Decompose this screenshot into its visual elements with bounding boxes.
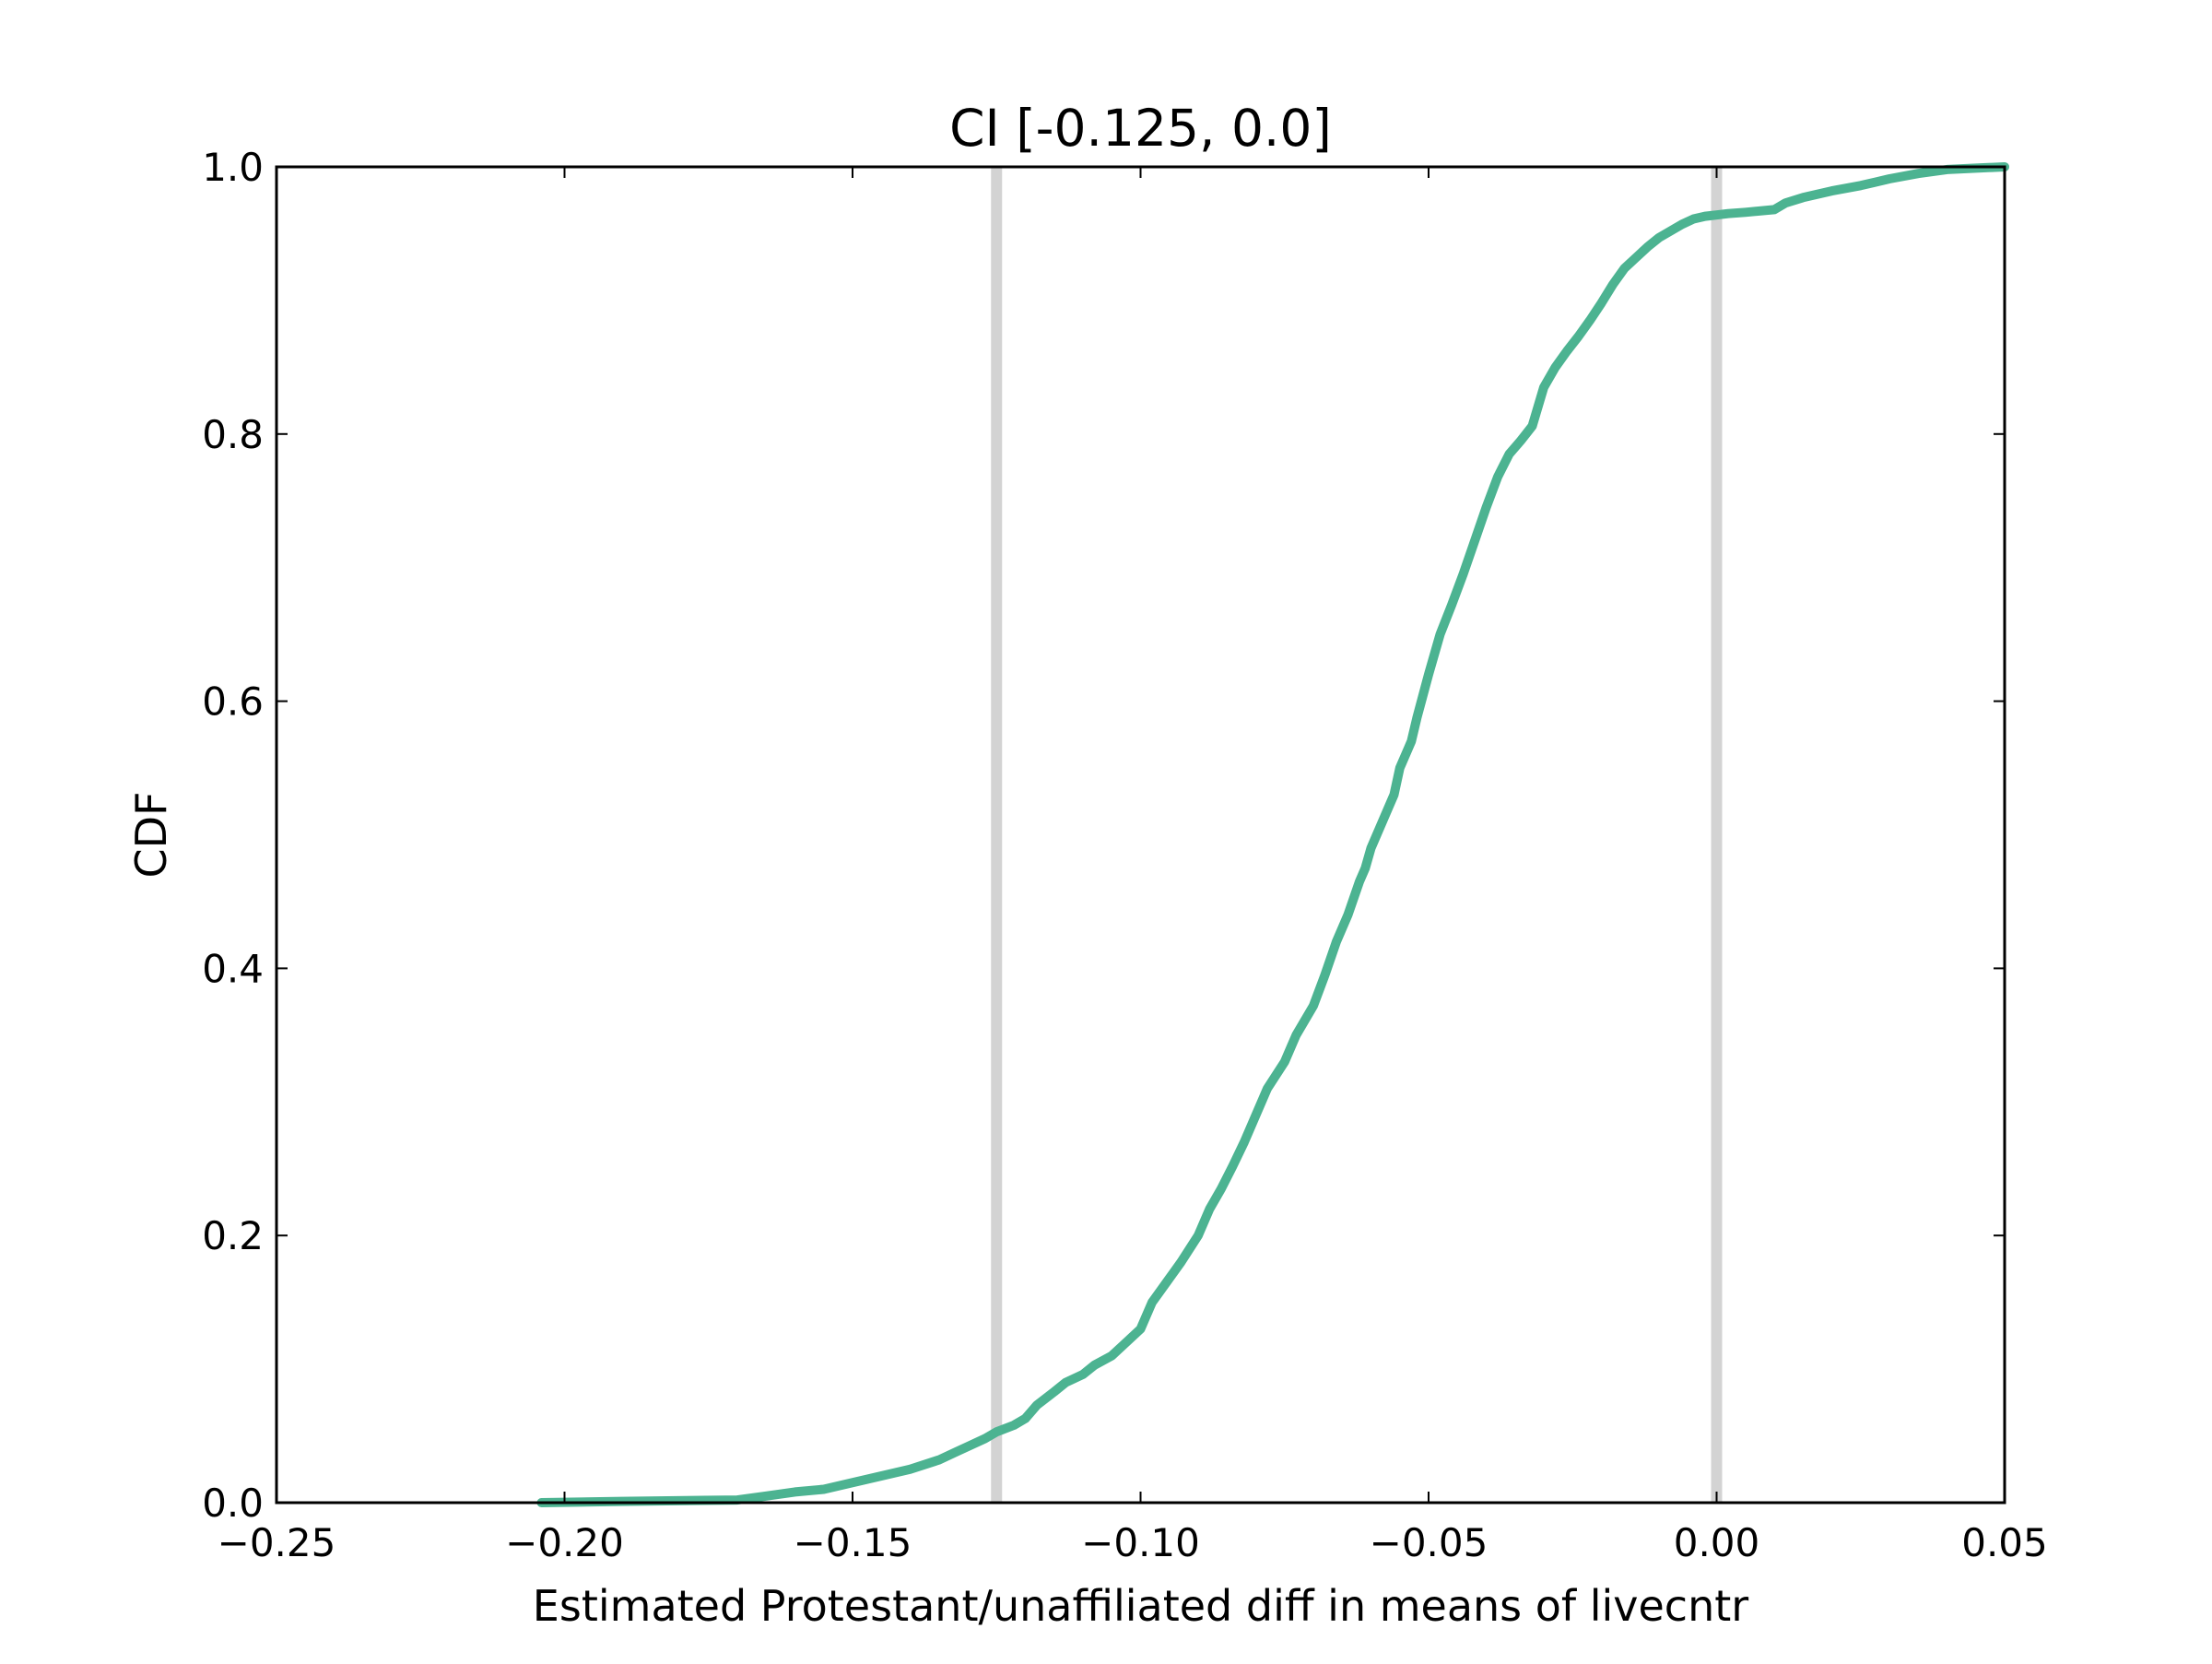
y-tick-label: 0.4 — [202, 946, 264, 991]
y-tick-label: 0.2 — [202, 1213, 264, 1258]
y-tick-label: 0.0 — [202, 1481, 264, 1526]
x-tick-label: −0.10 — [1081, 1520, 1200, 1565]
y-tick-label: 0.6 — [202, 679, 264, 725]
plot-frame — [275, 165, 2006, 1505]
x-axis-label: Estimated Protestant/unaffiliated diff i… — [533, 1581, 1748, 1631]
y-tick-label: 1.0 — [202, 145, 264, 190]
y-tick-label: 0.8 — [202, 412, 264, 457]
y-axis-label: CDF — [126, 792, 176, 879]
chart-title: CI [-0.125, 0.0] — [949, 99, 1332, 158]
x-tick-label: 0.00 — [1674, 1520, 1760, 1565]
x-tick-label: −0.15 — [794, 1520, 912, 1565]
x-tick-label: 0.05 — [1961, 1520, 2048, 1565]
series-layer — [536, 162, 2009, 1507]
x-tick-label: −0.20 — [505, 1520, 624, 1565]
x-tick-label: −0.25 — [218, 1520, 336, 1565]
x-tick-label: −0.05 — [1370, 1520, 1488, 1565]
ci-lines-layer — [991, 167, 1723, 1503]
tick-layer: −0.25 −0.20 −0.15 −0.10 −0.05 0.00 0.05 0.0 0.2 0… — [202, 145, 2048, 1565]
cdf-series-line — [536, 162, 2009, 1507]
